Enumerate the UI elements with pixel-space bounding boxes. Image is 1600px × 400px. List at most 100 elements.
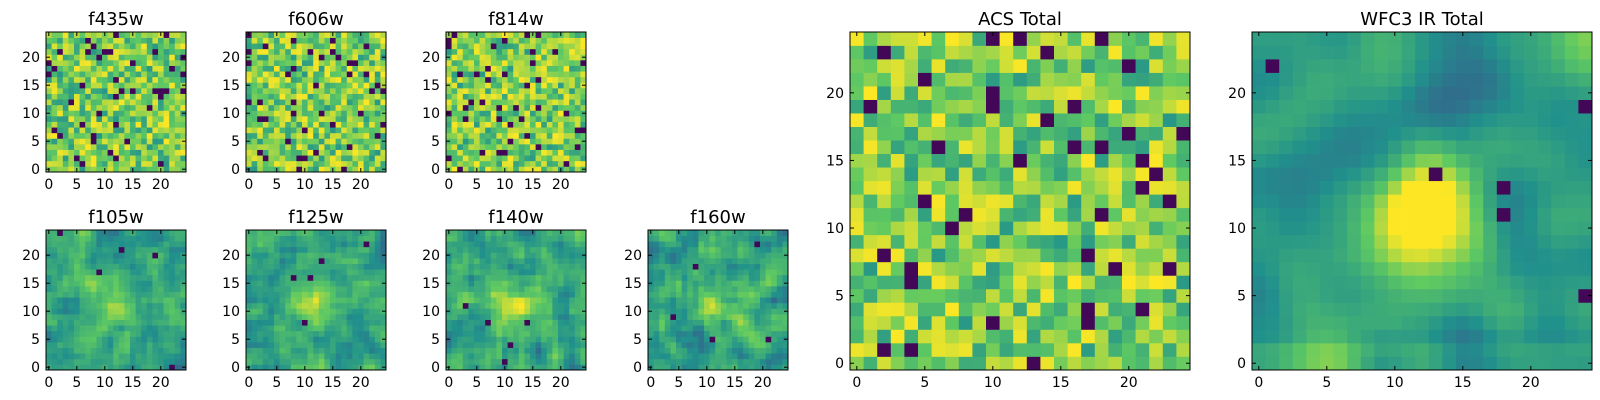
heatmap-cell — [546, 358, 553, 365]
heatmap-cell — [158, 127, 164, 134]
heatmap-cell — [68, 71, 75, 78]
heatmap-cell — [760, 297, 766, 304]
heatmap-cell — [85, 155, 92, 162]
heatmap-cell — [552, 32, 559, 38]
heatmap-cell — [180, 132, 187, 139]
heatmap-cell — [158, 252, 164, 259]
heatmap-cell — [251, 274, 258, 281]
heatmap-cell — [290, 286, 297, 292]
heatmap-cell — [124, 32, 131, 38]
heatmap-cell — [664, 241, 671, 248]
heatmap-cell — [709, 297, 716, 304]
heatmap-cell — [324, 99, 331, 106]
heatmap-cell — [51, 155, 58, 162]
heatmap-cell — [558, 252, 564, 259]
heatmap-cell — [274, 144, 280, 150]
heatmap-cell — [246, 71, 252, 78]
heatmap-cell — [274, 104, 280, 111]
heatmap-cell — [262, 291, 269, 298]
heatmap-cell — [569, 353, 576, 360]
heatmap-cell — [296, 308, 303, 315]
heatmap-cell — [479, 82, 486, 89]
heatmap-cell — [918, 261, 932, 276]
heatmap-cell — [107, 308, 114, 315]
heatmap-cell — [558, 144, 564, 150]
heatmap-cell — [451, 319, 458, 326]
heatmap-cell — [681, 263, 688, 270]
heatmap-cell — [513, 48, 520, 55]
heatmap-cell — [318, 230, 325, 236]
heatmap-cell — [782, 241, 789, 248]
heatmap-cell — [451, 37, 458, 44]
heatmap-cell — [313, 230, 320, 236]
heatmap-cell — [358, 155, 364, 162]
heatmap-cell — [51, 246, 58, 253]
heatmap-cell — [451, 48, 458, 55]
heatmap-cell — [451, 76, 458, 83]
heatmap-cell — [318, 37, 325, 44]
heatmap-cell — [535, 144, 542, 150]
y-tick-label: 15 — [22, 276, 40, 292]
heatmap-cell — [369, 166, 376, 173]
heatmap-cell — [307, 364, 314, 371]
heatmap-cell — [580, 353, 587, 360]
heatmap-cell — [704, 319, 710, 326]
heatmap-cell — [726, 246, 733, 253]
heatmap-cell — [541, 274, 548, 281]
heatmap-cell — [518, 252, 525, 259]
heatmap-cell — [692, 358, 699, 365]
y-tick-label: 10 — [22, 304, 40, 320]
heatmap-cell — [541, 286, 548, 292]
heatmap-cell — [358, 48, 364, 55]
heatmap-cell — [57, 252, 64, 259]
x-tick-label: 15 — [124, 177, 142, 193]
heatmap-cell — [290, 121, 297, 128]
heatmap-cell — [726, 347, 733, 354]
heatmap-cell — [290, 235, 297, 242]
heatmap-cell — [135, 336, 142, 343]
heatmap-cell — [318, 65, 325, 72]
y-tick-label: 15 — [22, 78, 40, 94]
heatmap-cell — [324, 330, 331, 337]
heatmap-cell — [90, 274, 97, 281]
heatmap-cell — [457, 37, 464, 44]
heatmap-cell — [748, 286, 755, 292]
heatmap-cell — [246, 155, 252, 162]
heatmap-cell — [346, 263, 353, 270]
heatmap-cell — [676, 280, 682, 287]
heatmap-cell — [152, 104, 159, 111]
heatmap-cell — [446, 353, 452, 360]
heatmap-cell — [863, 261, 878, 276]
heatmap-cell — [163, 93, 170, 100]
heatmap-cell — [715, 258, 722, 264]
heatmap-cell — [474, 121, 480, 128]
heatmap-cell — [732, 241, 738, 248]
heatmap-cell — [541, 336, 548, 343]
heatmap-cell — [502, 48, 508, 55]
heatmap-cell — [687, 252, 694, 259]
heatmap-cell — [648, 358, 654, 365]
heatmap-cell — [485, 32, 492, 38]
heatmap-cell — [146, 110, 153, 117]
heatmap-cell — [102, 314, 108, 320]
heatmap-cell — [346, 314, 353, 320]
heatmap-cell — [513, 127, 520, 134]
x-tick-label: 5 — [472, 375, 481, 391]
x-tick-label: 20 — [152, 177, 170, 193]
heatmap-cell — [335, 166, 342, 173]
heatmap-cell — [720, 274, 727, 281]
heatmap-cell — [659, 269, 666, 276]
heatmap-cell — [279, 37, 286, 44]
heatmap-cell — [62, 330, 69, 337]
x-tick-label: 20 — [552, 177, 570, 193]
heatmap-cell — [146, 364, 153, 371]
heatmap-cell — [118, 308, 125, 315]
heatmap-cell — [535, 121, 542, 128]
heatmap-cell — [546, 43, 553, 50]
heatmap-cell — [262, 280, 269, 287]
heatmap-cell — [513, 314, 520, 320]
heatmap-cell — [51, 37, 58, 44]
heatmap-cell — [279, 166, 286, 173]
heatmap-cell — [687, 330, 694, 337]
heatmap-cell — [330, 37, 336, 44]
